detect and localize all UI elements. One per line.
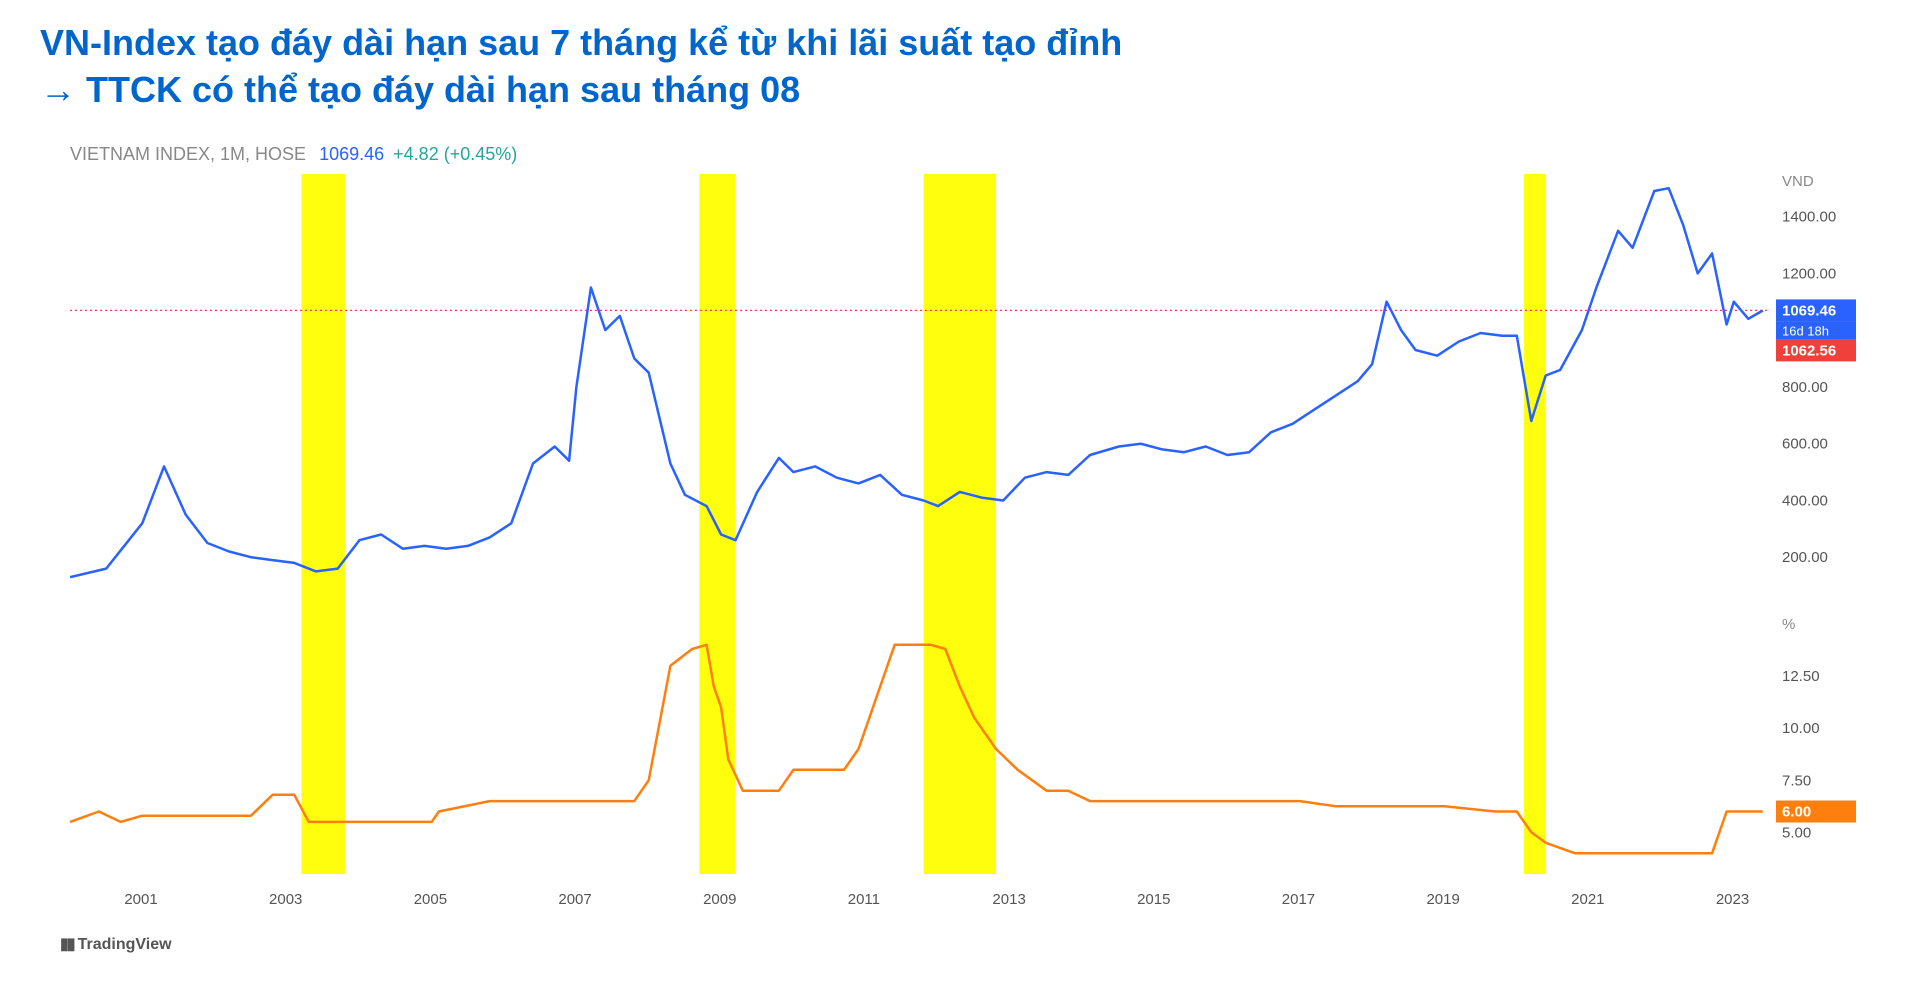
rate-unit-label: % (1782, 616, 1795, 633)
title-line2: → TTCK có thể tạo đáy dài hạn sau tháng … (40, 69, 800, 110)
price-tick-label: 400.00 (1782, 492, 1828, 509)
year-tick-label: 2015 (1137, 891, 1170, 908)
symbol-change: +4.82 (+0.45%) (393, 144, 517, 164)
year-tick-label: 2007 (558, 891, 591, 908)
rate-tick-label: 10.00 (1782, 720, 1820, 737)
price-tick-label: 1400.00 (1782, 208, 1836, 225)
year-tick-label: 2013 (992, 891, 1025, 908)
symbol-label: VIETNAM INDEX, 1M, HOSE (70, 144, 306, 164)
rate-tick-label: 7.50 (1782, 772, 1811, 789)
chart-header: VIETNAM INDEX, 1M, HOSE 1069.46 +4.82 (+… (70, 144, 517, 165)
year-tick-label: 2019 (1426, 891, 1459, 908)
highlight-band (301, 174, 344, 874)
axis-badge-text: 1062.56 (1782, 342, 1836, 359)
chart-svg: VND 1400.00 1200.00 800.00 600.00 400.00 200.0… (70, 174, 1880, 934)
highlight-band (699, 174, 735, 874)
rate-tick-label: 12.50 (1782, 668, 1820, 685)
title-line1: VN-Index tạo đáy dài hạn sau 7 tháng kể … (40, 22, 1122, 63)
rate-badge-text: 6.00 (1782, 803, 1811, 820)
axis-badge-text: 16d 18h (1782, 323, 1829, 338)
price-tick-label: 600.00 (1782, 435, 1828, 452)
year-tick-label: 2001 (124, 891, 157, 908)
tradingview-logo: ▮▮TradingView (60, 934, 172, 954)
rate-tick-label: 5.00 (1782, 824, 1811, 841)
year-tick-label: 2023 (1716, 891, 1749, 908)
year-tick-label: 2011 (848, 891, 880, 908)
year-tick-label: 2021 (1571, 891, 1604, 908)
price-tick-label: 1200.00 (1782, 265, 1836, 282)
year-tick-label: 2005 (414, 891, 447, 908)
price-tick-label: 800.00 (1782, 378, 1828, 395)
year-tick-label: 2009 (703, 891, 736, 908)
highlight-band (924, 174, 996, 874)
price-tick-label: 200.00 (1782, 549, 1828, 566)
currency-label: VND (1782, 174, 1814, 190)
highlight-band (1524, 174, 1546, 874)
symbol-value: 1069.46 (319, 144, 384, 164)
year-tick-label: 2003 (269, 891, 302, 908)
page-title: VN-Index tạo đáy dài hạn sau 7 tháng kể … (40, 20, 1880, 114)
chart-container: VIETNAM INDEX, 1M, HOSE 1069.46 +4.82 (+… (40, 134, 1880, 954)
year-tick-label: 2017 (1282, 891, 1315, 908)
axis-badge-text: 1069.46 (1782, 302, 1836, 319)
plot-area[interactable]: VND1400.001200.00800.00600.00400.00200.0… (70, 174, 1770, 884)
